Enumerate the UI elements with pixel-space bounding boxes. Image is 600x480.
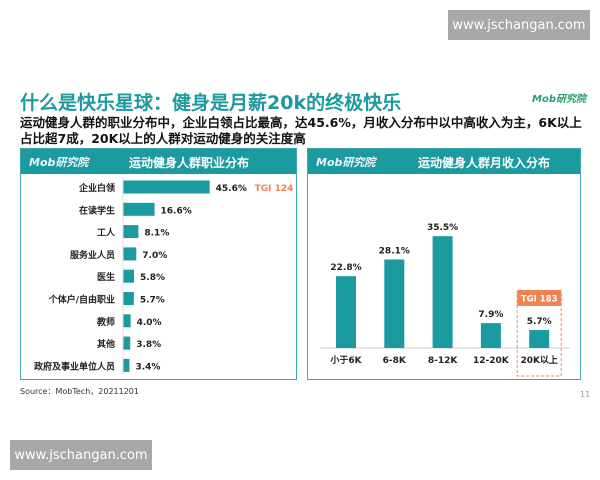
page-title: 什么是快乐星球：健身是月薪20k的终极快乐: [20, 92, 402, 114]
panel-logo: Mob研究院: [29, 156, 89, 169]
category-label: 个体户/自由职业: [48, 294, 115, 306]
bar: [123, 358, 130, 372]
category-label: 企业白领: [78, 182, 115, 194]
category-label: 小于6K: [329, 354, 362, 366]
bar: [529, 330, 550, 348]
category-label: 8-12K: [428, 356, 459, 366]
watermark-top: www.jschangan.com: [448, 10, 590, 40]
tgi-badge: [517, 290, 562, 306]
bar: [123, 269, 135, 283]
bar: [123, 314, 131, 328]
bar: [123, 180, 210, 194]
value-label: 3.8%: [136, 340, 161, 350]
category-label: 12-20K: [473, 356, 510, 366]
page-subtitle: 运动健身人群的职业分布中，企业白领占比最高，达45.6%，月收入分布中以中高收入…: [20, 115, 582, 146]
page-number: 11: [580, 390, 591, 399]
category-label: 医生: [97, 271, 115, 283]
occupation-chart-panel: Mob研究院 运动健身人群职业分布: [20, 148, 297, 380]
category-label: 服务业人员: [70, 249, 115, 261]
source-note: Source：MobTech，20211201: [20, 387, 139, 396]
value-label: 4.0%: [137, 318, 162, 328]
bar: [432, 236, 453, 348]
value-label: 28.1%: [379, 246, 410, 256]
value-label: 45.6%: [216, 184, 247, 194]
category-label: 政府及事业单位人员: [34, 360, 115, 372]
income-chart-panel: Mob研究院 运动健身人群月收入分布: [307, 148, 581, 380]
value-label: 5.8%: [140, 273, 165, 283]
bar: [123, 247, 137, 261]
category-label: 工人: [97, 227, 116, 239]
chart-title: 运动健身人群职业分布: [129, 156, 250, 170]
category-label: 其他: [97, 338, 115, 350]
bar: [123, 225, 139, 239]
value-label: 35.5%: [427, 223, 458, 233]
category-label: 在读学生: [79, 204, 115, 216]
value-label: 5.7%: [527, 317, 552, 327]
category-label: 教师: [96, 316, 115, 328]
panel-logo: Mob研究院: [316, 156, 376, 169]
value-label: 8.1%: [144, 229, 169, 239]
value-label: 16.6%: [161, 206, 192, 216]
value-label: 22.8%: [330, 263, 361, 273]
chart-title: 运动健身人群月收入分布: [418, 156, 551, 170]
bar: [123, 336, 131, 350]
tgi-annotation: TGI 183: [521, 295, 558, 305]
value-label: 7.0%: [142, 251, 167, 261]
bar: [123, 292, 134, 305]
value-label: 3.4%: [135, 362, 160, 372]
watermark-bottom: www.jschangan.com: [10, 440, 152, 470]
bar: [384, 259, 405, 348]
bar: [123, 202, 155, 216]
value-label: 5.7%: [140, 296, 165, 306]
bar: [480, 323, 501, 348]
tgi-annotation: TGI 124: [255, 184, 294, 194]
category-label: 6-8K: [383, 356, 407, 366]
mob-logo: Mob研究院: [532, 94, 586, 105]
bar: [336, 276, 356, 348]
value-label: 7.9%: [478, 310, 503, 320]
category-label: 20K以上: [520, 354, 558, 366]
